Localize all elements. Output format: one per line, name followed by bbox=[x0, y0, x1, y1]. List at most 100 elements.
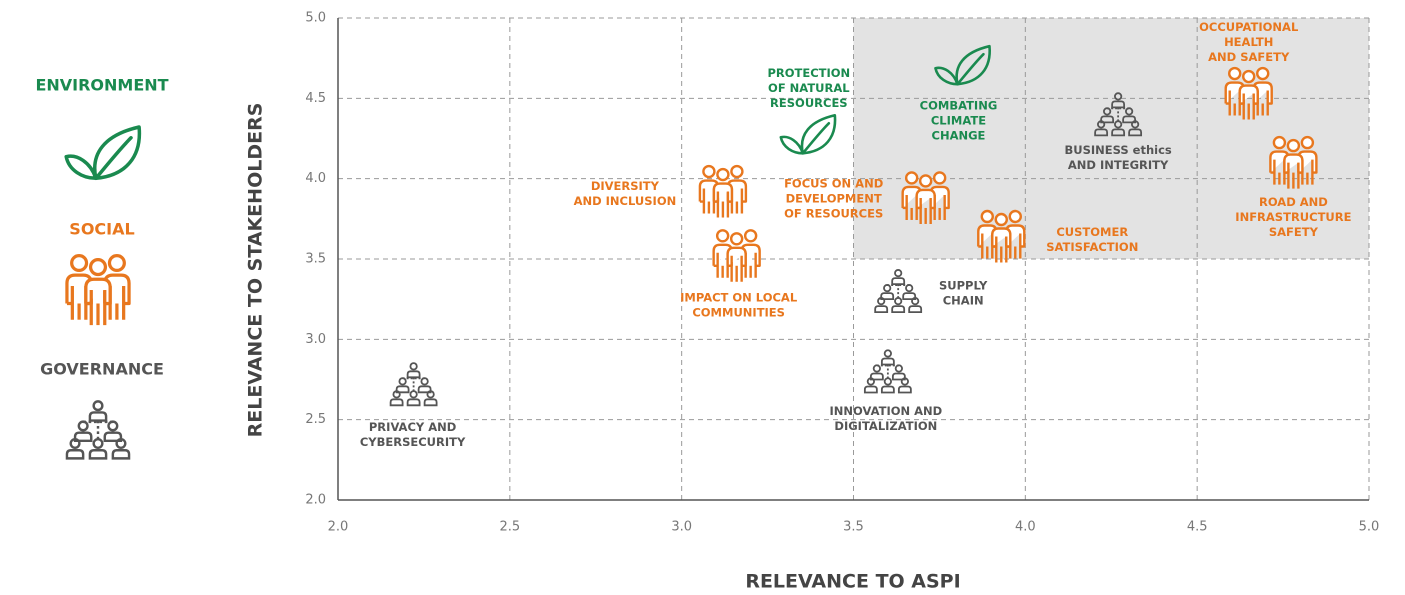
node-body bbox=[880, 357, 895, 366]
point-icon bbox=[779, 113, 837, 155]
person-head bbox=[932, 171, 947, 185]
point-label: DEVELOPMENT bbox=[786, 191, 882, 205]
node-body bbox=[1100, 115, 1115, 124]
node-body bbox=[1111, 128, 1126, 137]
node-body bbox=[406, 370, 421, 379]
node-links bbox=[876, 364, 899, 379]
point-icon bbox=[712, 229, 761, 282]
x-tick-label: 3.0 bbox=[671, 520, 692, 535]
point-icon bbox=[389, 362, 438, 407]
x-tick-label: 4.5 bbox=[1187, 520, 1208, 535]
y-axis-title: RELEVANCE TO STAKEHOLDERS bbox=[245, 103, 267, 438]
point-label: AND INCLUSION bbox=[574, 194, 677, 208]
node-head bbox=[894, 269, 903, 278]
point-label: IMPACT ON LOCAL bbox=[680, 290, 798, 304]
x-tick-label: 3.5 bbox=[843, 520, 864, 535]
point-label: COMBATING bbox=[920, 99, 998, 113]
legend-label: GOVERNANCE bbox=[40, 360, 164, 379]
node-links bbox=[402, 377, 425, 392]
point-label: OF RESOURCES bbox=[784, 206, 883, 220]
person-head bbox=[918, 174, 933, 188]
person-body bbox=[1238, 84, 1259, 120]
x-tick-label: 2.0 bbox=[328, 520, 349, 535]
node-body bbox=[88, 411, 108, 422]
legend-icon bbox=[64, 125, 142, 181]
point-icon bbox=[1094, 92, 1143, 137]
y-tick-label: 2.0 bbox=[305, 493, 326, 508]
point-icon bbox=[863, 349, 912, 394]
y-tick-label: 5.0 bbox=[305, 11, 326, 26]
person-head bbox=[107, 253, 126, 273]
person-head bbox=[1256, 66, 1270, 81]
point-label: DIVERSITY bbox=[591, 179, 660, 193]
person-head bbox=[1008, 209, 1022, 224]
node-body bbox=[869, 372, 884, 381]
person-head bbox=[1228, 66, 1242, 81]
point-icon bbox=[698, 164, 748, 218]
point-label: SUPPLY bbox=[939, 279, 988, 293]
node-body bbox=[406, 398, 421, 407]
point-label: BUSINESS ethics bbox=[1064, 143, 1171, 157]
person-head bbox=[980, 209, 994, 224]
node-body bbox=[1122, 115, 1137, 124]
node-body bbox=[111, 449, 131, 460]
node-body bbox=[902, 292, 917, 301]
person-head bbox=[70, 253, 89, 273]
node-body bbox=[423, 398, 438, 407]
leaf-big bbox=[800, 113, 837, 155]
node-body bbox=[863, 385, 878, 394]
point-label: FOCUS ON AND bbox=[784, 176, 883, 190]
point-icon bbox=[901, 171, 950, 224]
legend-icon bbox=[65, 400, 131, 460]
x-tick-label: 4.0 bbox=[1015, 520, 1036, 535]
point-label: PRIVACY AND bbox=[369, 420, 456, 434]
legend-label: SOCIAL bbox=[69, 220, 134, 239]
point-label: COMMUNITIES bbox=[692, 305, 785, 319]
node-head bbox=[409, 362, 418, 371]
node-head bbox=[1114, 92, 1123, 101]
legend-icon bbox=[65, 253, 131, 326]
node-body bbox=[897, 385, 912, 394]
point-label: CHAIN bbox=[943, 294, 984, 308]
node-body bbox=[891, 305, 906, 314]
point-label: DIGITALIZATION bbox=[834, 419, 937, 433]
node-head bbox=[883, 377, 892, 386]
node-head bbox=[1131, 120, 1140, 129]
node-body bbox=[417, 385, 432, 394]
node-body bbox=[891, 277, 906, 286]
point-label: SATISFACTION bbox=[1046, 240, 1138, 254]
person-head bbox=[715, 229, 730, 243]
point-label: INFRASTRUCTURE bbox=[1235, 210, 1351, 224]
point-label: OCCUPATIONAL bbox=[1199, 20, 1299, 34]
point-label: SAFETY bbox=[1269, 225, 1319, 239]
node-head bbox=[426, 390, 435, 399]
point-label: CLIMATE bbox=[931, 114, 986, 128]
person-head bbox=[904, 171, 919, 185]
node-head bbox=[911, 297, 920, 306]
person-head bbox=[1272, 135, 1287, 150]
point-icon bbox=[977, 209, 1026, 263]
person-body bbox=[1283, 153, 1304, 189]
leaf-big bbox=[93, 125, 142, 181]
node-body bbox=[908, 305, 923, 314]
leaf-big bbox=[955, 44, 991, 86]
node-head bbox=[900, 377, 909, 386]
person-head bbox=[1242, 69, 1256, 84]
node-head bbox=[69, 437, 81, 450]
y-tick-label: 3.0 bbox=[305, 332, 326, 347]
node-body bbox=[891, 372, 906, 381]
leaf-vein bbox=[801, 121, 831, 155]
person-head bbox=[994, 212, 1008, 227]
person-head bbox=[1300, 135, 1315, 150]
point-label: ROAD AND bbox=[1259, 195, 1328, 209]
person-body bbox=[915, 188, 936, 224]
point-icon bbox=[1269, 135, 1318, 189]
person-body bbox=[726, 246, 747, 282]
leaf-small bbox=[934, 66, 959, 86]
node-head bbox=[409, 390, 418, 399]
point-icon bbox=[1224, 66, 1273, 120]
node-head bbox=[92, 437, 104, 450]
point-label: AND INTEGRITY bbox=[1068, 158, 1169, 172]
node-head bbox=[92, 400, 104, 412]
